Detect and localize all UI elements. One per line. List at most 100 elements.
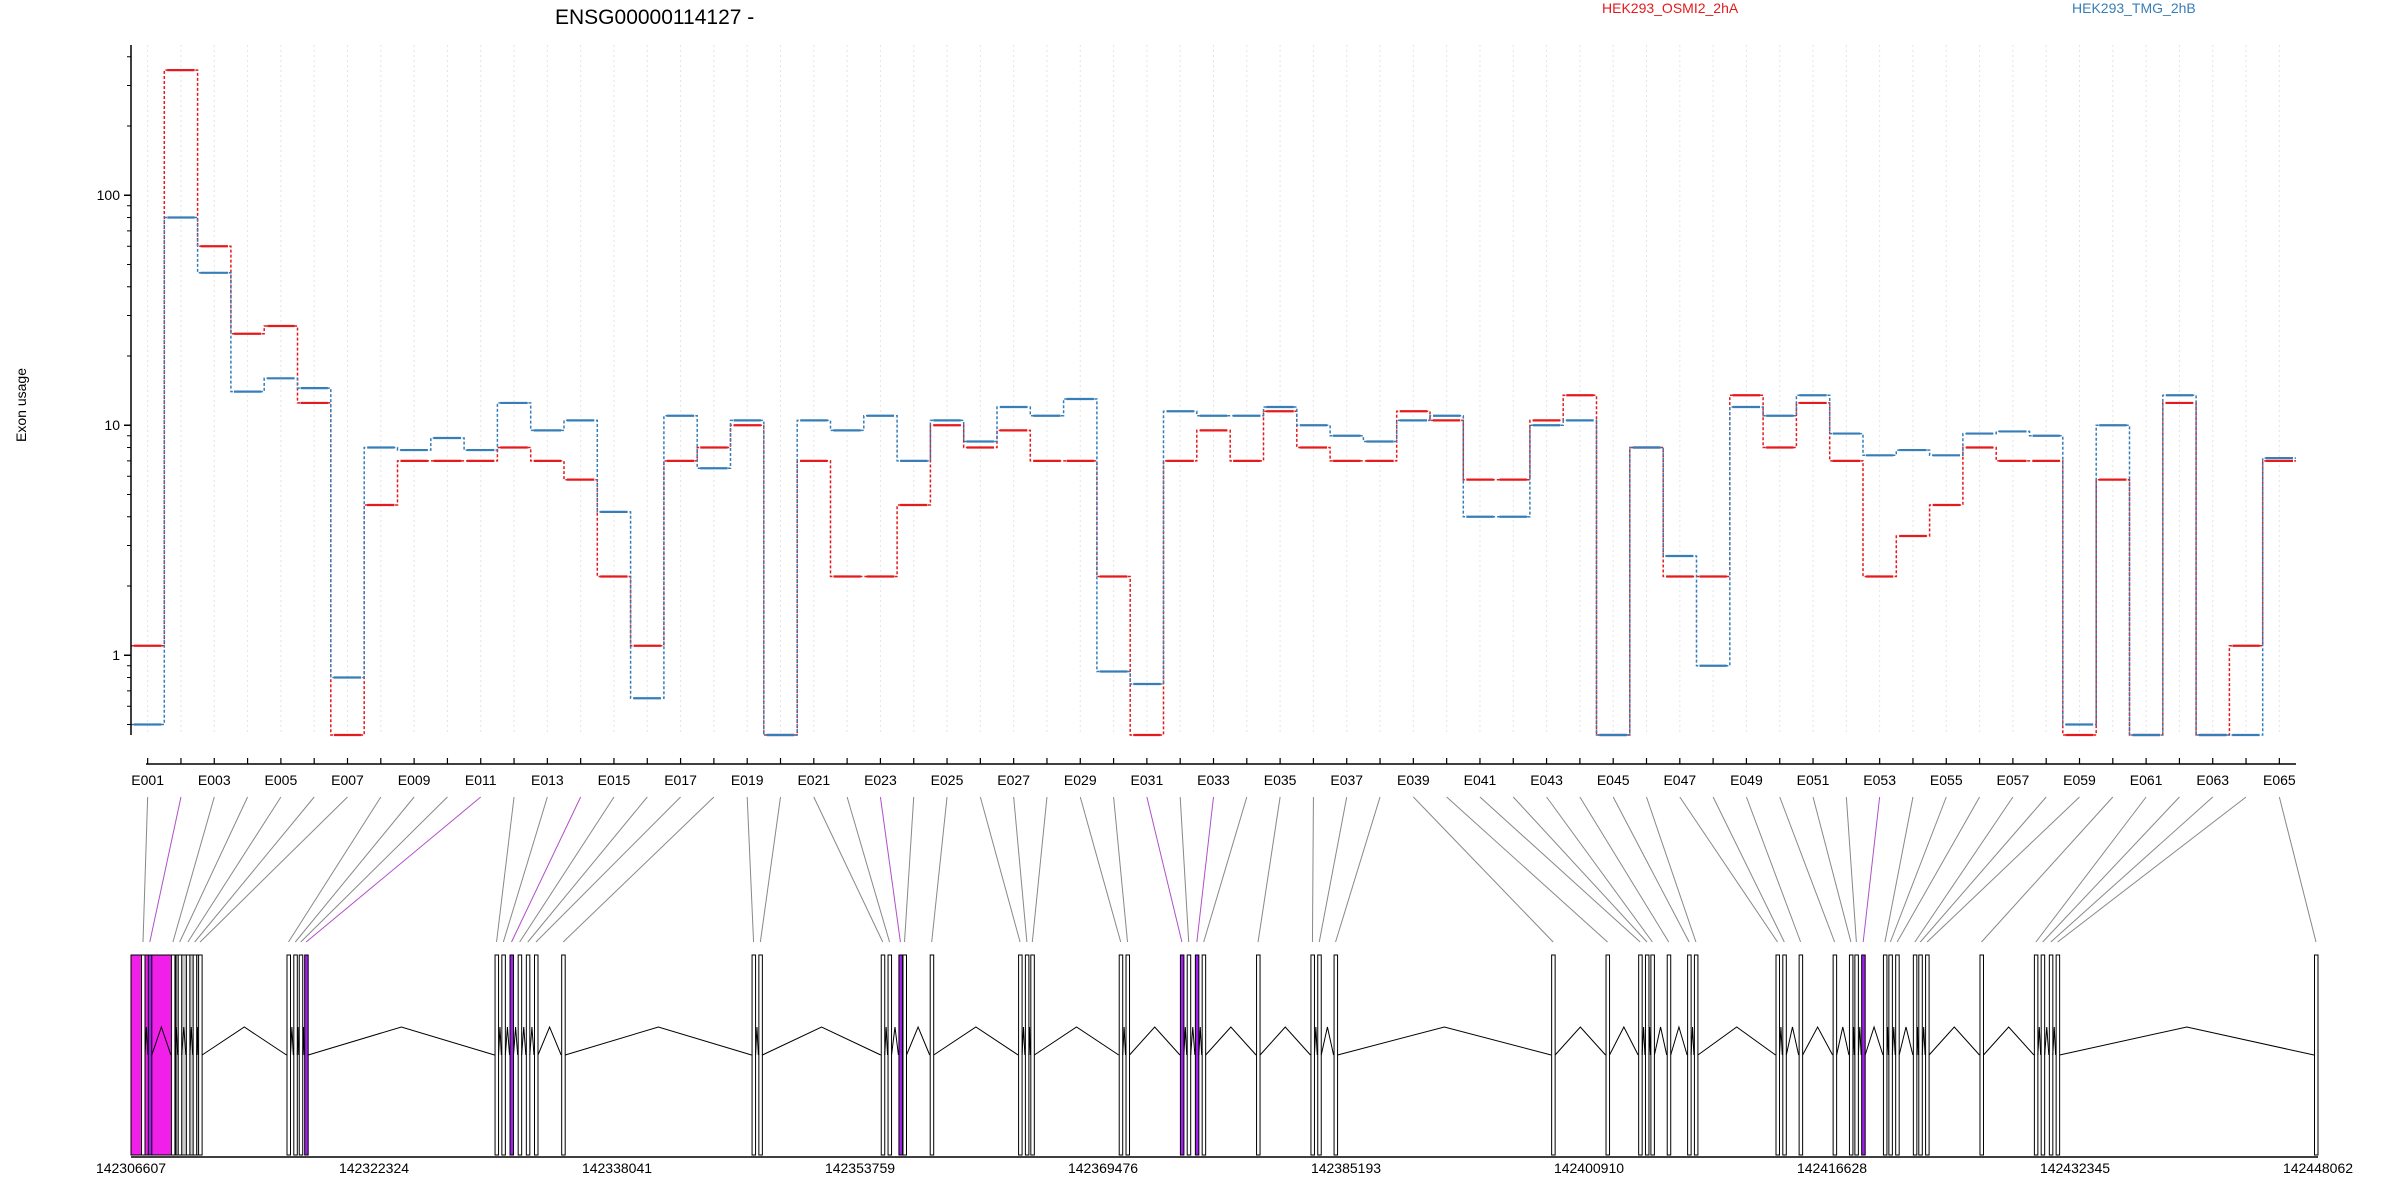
intron-link (1852, 1026, 1855, 1056)
exon-connector (1113, 796, 1129, 943)
exon-connector (511, 796, 582, 943)
exon-block (929, 954, 935, 1156)
intron-link (1313, 1026, 1318, 1056)
exon-block (1179, 954, 1185, 1156)
exon-connector (305, 796, 482, 943)
exon-connector (2278, 796, 2317, 943)
exon-connector (1862, 796, 1881, 943)
exon-block (198, 954, 203, 1156)
exon-connector (149, 796, 182, 943)
exon-connector (2042, 796, 2180, 943)
intron-link (1259, 1026, 1311, 1056)
intron-link (1034, 1026, 1119, 1056)
exon-connector (1812, 796, 1852, 943)
y-tick-label: 10 (104, 417, 120, 433)
exon-block (1895, 954, 1900, 1156)
exon-tick-label: E027 (997, 772, 1030, 788)
exon-connector (759, 796, 781, 943)
intron-link (1857, 1026, 1862, 1056)
coordinate-label: 142448062 (2283, 1160, 2353, 1176)
intron-link (933, 1026, 1019, 1056)
coordinate-label: 142432345 (2040, 1160, 2110, 1176)
exon-tick-label: E003 (198, 772, 231, 788)
exon-block (1782, 954, 1787, 1156)
intron-link (537, 1025, 562, 1056)
coordinate-label: 142400910 (1554, 1160, 1624, 1176)
exon-tick-label: E063 (2196, 772, 2229, 788)
exon-tick-label: E037 (1330, 772, 1363, 788)
exon-connector (1679, 796, 1778, 943)
exon-connector (562, 796, 715, 943)
intron-link (762, 1026, 881, 1056)
exon-connector (1031, 796, 1048, 943)
exon-connector (1981, 796, 2114, 943)
exon-connector (1318, 796, 1348, 943)
exon-connector (1779, 796, 1836, 943)
exon-ticks: E001 E003 E005 E007 E009 E011 E013 E015 E017 E019… (131, 758, 2296, 788)
intron-link (1921, 1026, 1926, 1056)
exon-tick-label: E009 (398, 772, 431, 788)
exon-block (1882, 954, 1888, 1156)
exon-block (525, 954, 531, 1156)
intron-link (1886, 1026, 1889, 1056)
exon-connector (1612, 796, 1690, 943)
intron-link (144, 1026, 149, 1056)
exon-tick-label: E061 (2130, 772, 2163, 788)
intron-link (2044, 1026, 2050, 1056)
exon-connector (1884, 796, 1914, 943)
intron-link (201, 1026, 287, 1056)
exon-connector (502, 796, 548, 943)
exon-connector (746, 796, 755, 943)
intron-link (1898, 1026, 1914, 1056)
exon-tick-label: E039 (1397, 772, 1430, 788)
exon-connector (2057, 796, 2247, 943)
exon-block (501, 954, 506, 1156)
intron-link (521, 1026, 527, 1056)
exon-block (751, 954, 757, 1156)
intron-link (1864, 1025, 1884, 1056)
exon-block (887, 954, 893, 1156)
exon-block (1186, 954, 1192, 1156)
intron-link (1916, 1026, 1919, 1056)
exon-connector (931, 796, 948, 943)
exon-connector (1579, 796, 1670, 943)
intron-link (906, 1025, 931, 1056)
exon-block (561, 954, 566, 1156)
exon-block (1125, 954, 1131, 1156)
exon-tick-label: E007 (331, 772, 364, 788)
intron-link (1122, 1026, 1127, 1056)
exon-block (1687, 954, 1692, 1156)
exon-block (1912, 954, 1918, 1156)
exon-connector (496, 796, 515, 943)
exon-connector (904, 796, 915, 943)
exon-connector (2035, 796, 2147, 943)
exon-connector (172, 796, 215, 943)
intron-link (755, 1026, 759, 1056)
exon-block (1194, 954, 1200, 1156)
exon-tick-label: E045 (1597, 772, 1630, 788)
exon-block (2314, 954, 2319, 1156)
intron-link (1190, 1026, 1196, 1056)
exon-connector (288, 796, 382, 943)
exon-connector (1446, 796, 1608, 943)
intron-link (498, 1026, 502, 1056)
exon-connector (199, 796, 348, 943)
y-tick-label: 100 (97, 187, 121, 203)
exon-connector (1013, 796, 1028, 943)
exon-block (1310, 954, 1315, 1156)
exon-connector (294, 796, 415, 943)
exon-block (494, 954, 500, 1156)
y-axis-label: Exon usage (13, 368, 29, 442)
exon-connector (1919, 796, 2047, 943)
exon-tick-label: E021 (797, 772, 830, 788)
exon-block (1798, 954, 1804, 1156)
intron-link (1836, 1026, 1850, 1056)
intron-link (1183, 1026, 1188, 1056)
legend-series-1: HEK293_OSMI2_2hA (1602, 0, 1739, 16)
exon-connector (1335, 796, 1381, 943)
exon-block (1030, 954, 1035, 1156)
exon-block (1333, 954, 1339, 1156)
exon-tick-label: E047 (1663, 772, 1696, 788)
exon-connector (1712, 796, 1785, 943)
exon-block (533, 954, 539, 1156)
